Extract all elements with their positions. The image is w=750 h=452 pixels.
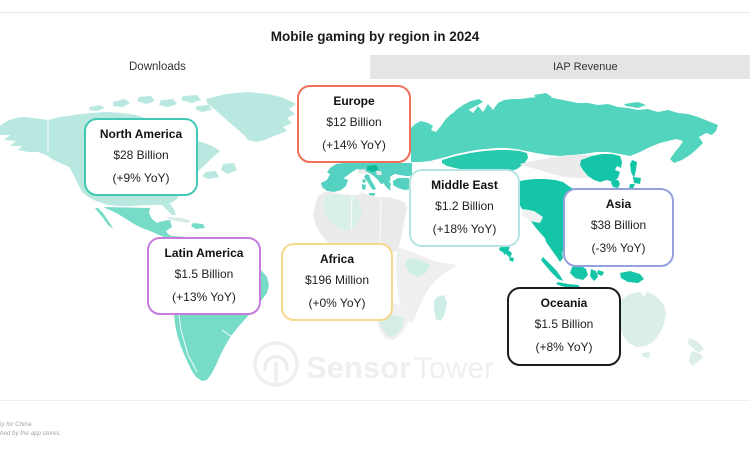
svg-text:Sensor: Sensor [306, 350, 411, 385]
svg-text:Tower: Tower [414, 352, 494, 385]
